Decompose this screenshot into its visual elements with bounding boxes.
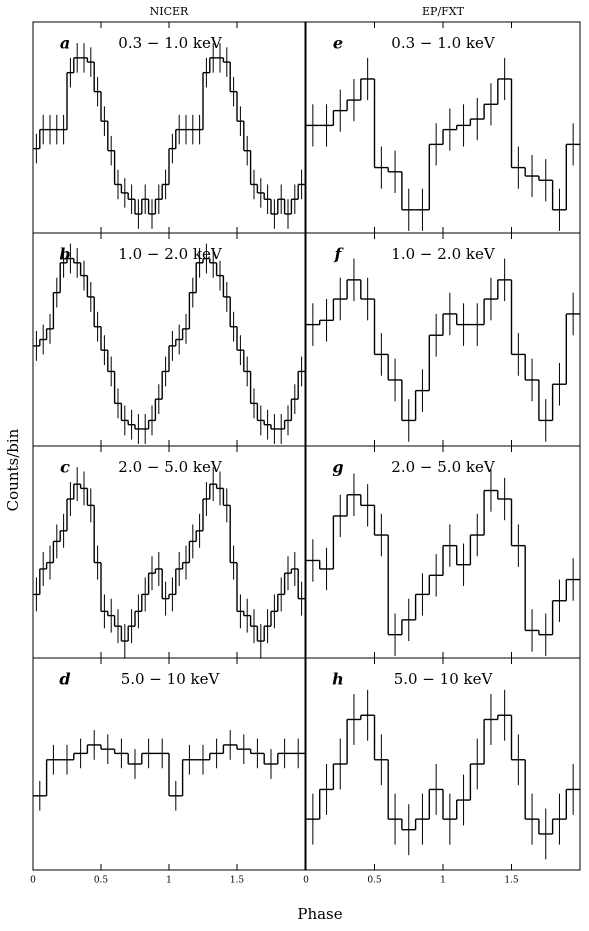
panel-title: 1.0 − 2.0 keV <box>391 245 496 263</box>
x-tick-label: 1 <box>166 876 172 886</box>
panel-title: 2.0 − 5.0 keV <box>391 458 496 476</box>
panel-label: d <box>59 670 70 689</box>
x-tick-label: 1.5 <box>230 876 245 886</box>
panel-frame <box>32 21 306 234</box>
x-tick-label: 0 <box>303 876 309 886</box>
panel-label: b <box>59 245 70 264</box>
panel-label: f <box>334 245 345 264</box>
panel-label: a <box>60 34 70 53</box>
panel-title: 0.3 − 1.0 keV <box>391 34 496 52</box>
panel-title: 1.0 − 2.0 keV <box>118 245 223 263</box>
panel-title: 2.0 − 5.0 keV <box>118 458 223 476</box>
x-axis-label: Phase <box>297 905 342 923</box>
y-axis-label: Counts/bin <box>4 428 22 511</box>
panel-label: c <box>60 458 70 477</box>
x-tick-label: 1 <box>440 876 446 886</box>
column-title: NICER <box>150 5 189 18</box>
panel-title: 5.0 − 10 keV <box>121 670 221 688</box>
panel-label: h <box>332 670 344 689</box>
panel-label: g <box>332 458 343 477</box>
column-title: EP/FXT <box>422 5 465 18</box>
panel-title: 5.0 − 10 keV <box>394 670 494 688</box>
x-tick-label: 0 <box>30 876 36 886</box>
x-tick-label: 0.5 <box>367 876 382 886</box>
panel-frame <box>305 21 581 234</box>
x-tick-label: 1.5 <box>504 876 519 886</box>
panel-title: 0.3 − 1.0 keV <box>118 34 223 52</box>
panel-label: e <box>333 34 343 53</box>
panel-frame <box>32 232 306 447</box>
x-tick-label: 0.5 <box>94 876 109 886</box>
